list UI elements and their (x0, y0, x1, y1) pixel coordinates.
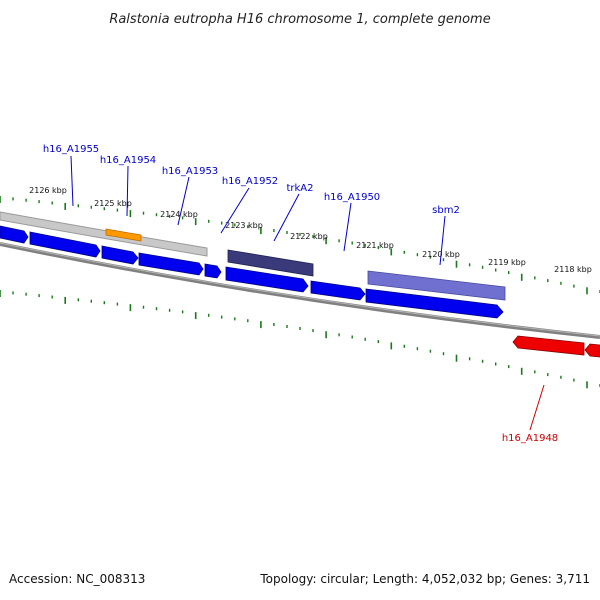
cds-arrow[interactable] (29, 231, 101, 258)
tick-label: 2124 kbp (160, 210, 198, 219)
tick-label: 2123 kbp (225, 221, 263, 230)
gc-band (0, 211, 208, 257)
tick-marks-outer (0, 196, 600, 295)
cds-arrow[interactable] (310, 280, 366, 301)
cds-arrow[interactable] (204, 263, 222, 279)
gene-label[interactable]: h16_A1955 (43, 144, 99, 155)
map-title: Ralstonia eutropha H16 chromosome 1, com… (109, 12, 490, 27)
accession-label: Accession: NC_008313 (9, 572, 146, 586)
reverse-cds-track (512, 335, 600, 358)
cds-arrow[interactable] (138, 252, 204, 276)
cds-arrow[interactable] (225, 266, 309, 293)
operon-band-dark (227, 249, 314, 277)
cds-arrow-reverse[interactable] (512, 335, 585, 356)
gene-label[interactable]: h16_A1950 (324, 192, 380, 203)
backbone-highlight (0, 242, 600, 337)
gene-label[interactable]: trkA2 (286, 183, 313, 194)
forward-cds-track (0, 225, 504, 319)
reverse-label-leader (529, 384, 545, 431)
tick-label: 2118 kbp (554, 265, 592, 274)
forward-label-leaders (70, 155, 446, 266)
tick-label: 2119 kbp (488, 258, 526, 267)
genome-summary: Topology: circular; Length: 4,052,032 bp… (260, 572, 590, 586)
tick-label: 2121 kbp (356, 241, 394, 250)
gene-label[interactable]: h16_A1952 (222, 176, 278, 187)
highlight-feature (105, 228, 142, 242)
tick-label: 2125 kbp (94, 199, 132, 208)
cds-arrow[interactable] (0, 225, 29, 244)
operon-band-light (367, 270, 506, 301)
backbone-arc (0, 242, 600, 339)
tick-label: 2122 kbp (290, 232, 328, 241)
gene-label[interactable]: h16_A1948 (502, 433, 558, 444)
cds-arrow[interactable] (365, 288, 504, 319)
gene-label[interactable]: h16_A1953 (162, 166, 218, 177)
cds-arrow[interactable] (101, 245, 139, 265)
tick-label: 2126 kbp (29, 186, 67, 195)
tick-marks-inner (0, 290, 600, 389)
cds-arrow-reverse[interactable] (584, 343, 600, 358)
forward-gene-labels: h16_A1955 h16_A1954 h16_A1953 h16_A1952 … (43, 144, 460, 216)
gene-label[interactable]: h16_A1954 (100, 155, 156, 166)
gene-label[interactable]: sbm2 (432, 205, 460, 216)
